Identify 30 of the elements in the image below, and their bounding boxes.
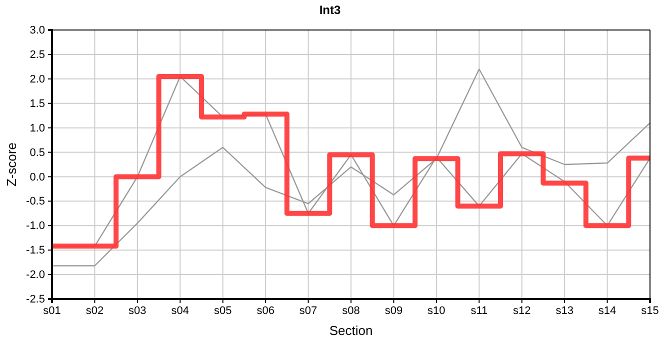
x-tick-label: s04: [171, 304, 190, 317]
y-tick-label: -0.5: [26, 196, 45, 208]
x-tick-label: s10: [428, 304, 446, 317]
x-tick-label: s15: [641, 304, 659, 317]
x-tick-label: s06: [256, 304, 274, 317]
y-tick-label: -1.0: [26, 220, 45, 232]
x-tick-label: s01: [43, 304, 61, 317]
x-tick-label: s08: [342, 304, 360, 317]
x-axis-title: Section: [329, 323, 373, 338]
y-tick-label: 0.0: [30, 171, 45, 184]
chart-title: Int3: [319, 3, 341, 17]
x-tick-label: s13: [556, 304, 574, 317]
x-tick-label: s03: [128, 304, 146, 317]
y-tick-label: 0.5: [30, 146, 45, 159]
y-tick-label: 1.0: [30, 122, 45, 134]
x-tick-label: s12: [512, 304, 531, 317]
y-tick-label: 1.5: [30, 98, 45, 110]
x-tick-label: s02: [86, 304, 104, 317]
x-tick-label: s11: [470, 304, 488, 317]
x-tick-label: s14: [598, 304, 616, 317]
x-tick-label: s09: [384, 304, 403, 317]
x-tick-label: s05: [214, 304, 232, 317]
y-tick-label: 2.5: [30, 48, 45, 61]
x-tick-label: s07: [299, 304, 318, 317]
y-tick-label: -1.5: [26, 244, 45, 257]
y-tick-label: -2.0: [26, 269, 45, 282]
y-tick-label: 3.0: [30, 24, 45, 37]
y-axis-title: Z-score: [4, 142, 19, 187]
y-tick-label: -2.5: [26, 294, 45, 306]
y-tick-label: 2.0: [30, 73, 45, 86]
